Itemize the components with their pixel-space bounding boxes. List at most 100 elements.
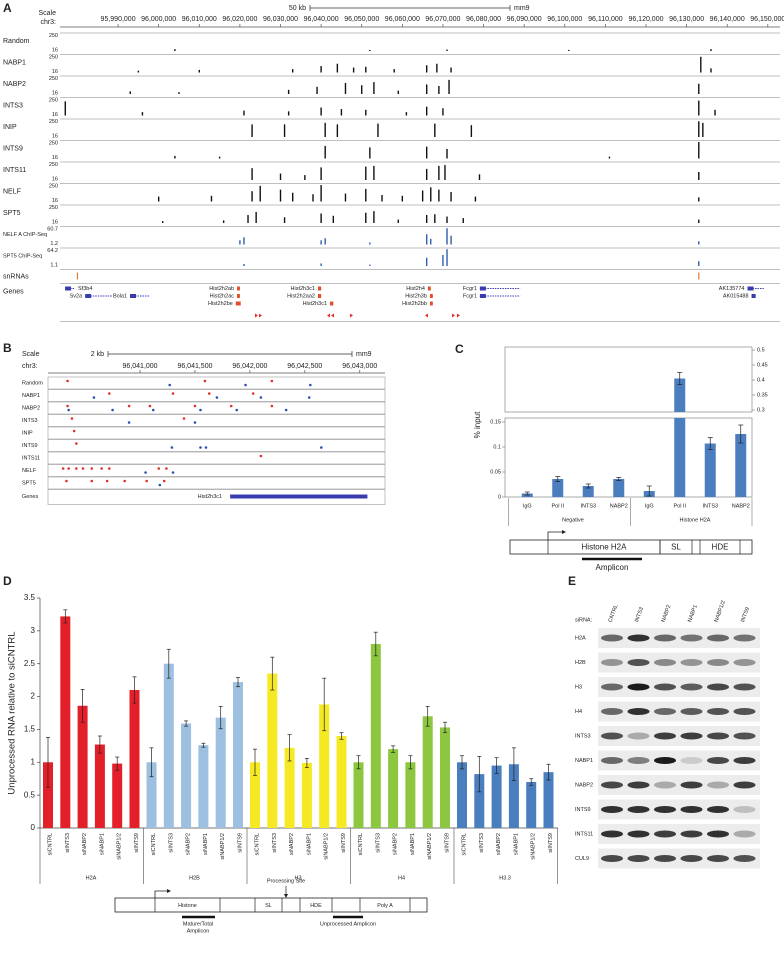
blot-band [707,781,729,789]
segment-label: Poly A [377,903,393,909]
read-plus [157,467,161,470]
x-tick-label: 96,043,000 [342,363,377,370]
blot-band [680,659,703,666]
read-plus [270,379,274,383]
read-minus [309,383,312,387]
read-plus [61,467,65,470]
track-name: NABP1 [22,393,40,399]
blot-band [627,855,650,862]
read-minus [193,421,197,424]
track-frame [47,426,386,440]
bar [388,749,399,828]
track-scale-max: 250 [49,54,58,60]
blot-band [680,683,703,691]
track-scale-min: 16 [52,47,58,53]
read-plus [108,392,111,395]
x-tick-label: 96,041,500 [177,363,212,370]
bar [582,486,594,497]
read-plus [251,392,255,395]
bar [181,723,192,828]
x-tick-label: siINTS9 [134,833,140,853]
y2-tick-label: 0.45 [757,362,768,368]
amplicon-label: Mature/Total [183,921,213,927]
group-label: H4 [398,875,405,881]
x-tick-label: siINTS9 [548,833,554,853]
blot-band [707,634,729,642]
bar [129,690,140,828]
x-tick-label: siNABP2 [289,833,295,855]
x-tick-label: siNABP2 [393,833,399,855]
read-plus [67,467,70,470]
read-minus [284,408,288,412]
bar [370,644,381,828]
segment-label: HDE [310,903,322,909]
y-tick-label: 0.1 [493,444,501,450]
x-tick-label: 96,090,000 [507,16,542,23]
read-plus [270,404,274,408]
strand-arrow [425,313,428,318]
track-frame [47,439,386,452]
bar [163,663,174,828]
track-scale-min: 1.1 [50,262,58,268]
blot-band [654,708,676,715]
x-tick-label: 96,000,000 [141,16,176,23]
genes-label: Genes [22,494,38,500]
gene-label: Hist2h2aa2 [287,293,315,299]
read-minus [158,483,162,487]
y-axis-title: % input [473,411,482,438]
x-tick-label: 96,080,000 [466,16,501,23]
y2-tick-label: 0.4 [757,377,765,383]
x-tick-label: 96,040,000 [304,16,339,23]
bar [198,745,209,828]
strand-arrow [452,313,455,318]
track-name: SPT5 ChIP-Seq [3,253,42,259]
blot-band [707,855,729,862]
y-tick-label: 0.5 [24,790,36,799]
scale-label: Scale [22,351,40,358]
gene-label: Sf3b4 [78,286,92,292]
read-plus [75,467,78,470]
gene-exon [130,294,137,298]
y-tick-label: 0 [498,494,501,500]
track-frame [47,414,386,427]
track-scale-max: 250 [49,33,58,39]
track-scale-min: 16 [52,112,58,118]
blot-band [733,757,756,764]
blot-band [654,757,676,764]
panel-label: D [3,574,12,588]
x-tick-label: IgG [523,503,532,509]
x-tick-label: NABP2 [610,503,628,509]
track-frame [47,476,386,490]
read-plus [229,404,233,408]
y-tick-label: 3.5 [24,593,36,602]
read-minus [259,396,263,399]
blot-band [680,634,703,642]
track-frame [47,376,386,390]
gene-exon [330,301,334,306]
blot-strip [598,628,760,648]
group-label: H3 [294,875,301,881]
track-scale-max: 250 [49,140,58,146]
segment-label: HDE [712,543,729,552]
bar [405,762,416,828]
panel-label: C [455,342,464,356]
bar [112,763,123,828]
blot-band [627,659,650,666]
bar [284,747,295,828]
blot-band [627,830,650,838]
scale-bar-label: 2 kb [91,351,104,358]
gene-label: Hist2h2ab [209,286,234,292]
gene-label: Bola1 [113,293,127,299]
blot-band [680,830,703,838]
gene-label: Hist2h2be [208,301,233,307]
track-name: NABP2 [22,405,40,411]
blot-band [627,683,650,691]
read-minus [235,408,239,412]
track-name: INTS11 [22,455,40,461]
lane-label: NABP2 [661,604,673,623]
group-label: Histone H2A [680,517,711,523]
track-scale-max: 250 [49,162,58,168]
read-plus [100,467,103,470]
tss-arrow [154,890,167,898]
track-name: snRNAs [3,273,29,280]
